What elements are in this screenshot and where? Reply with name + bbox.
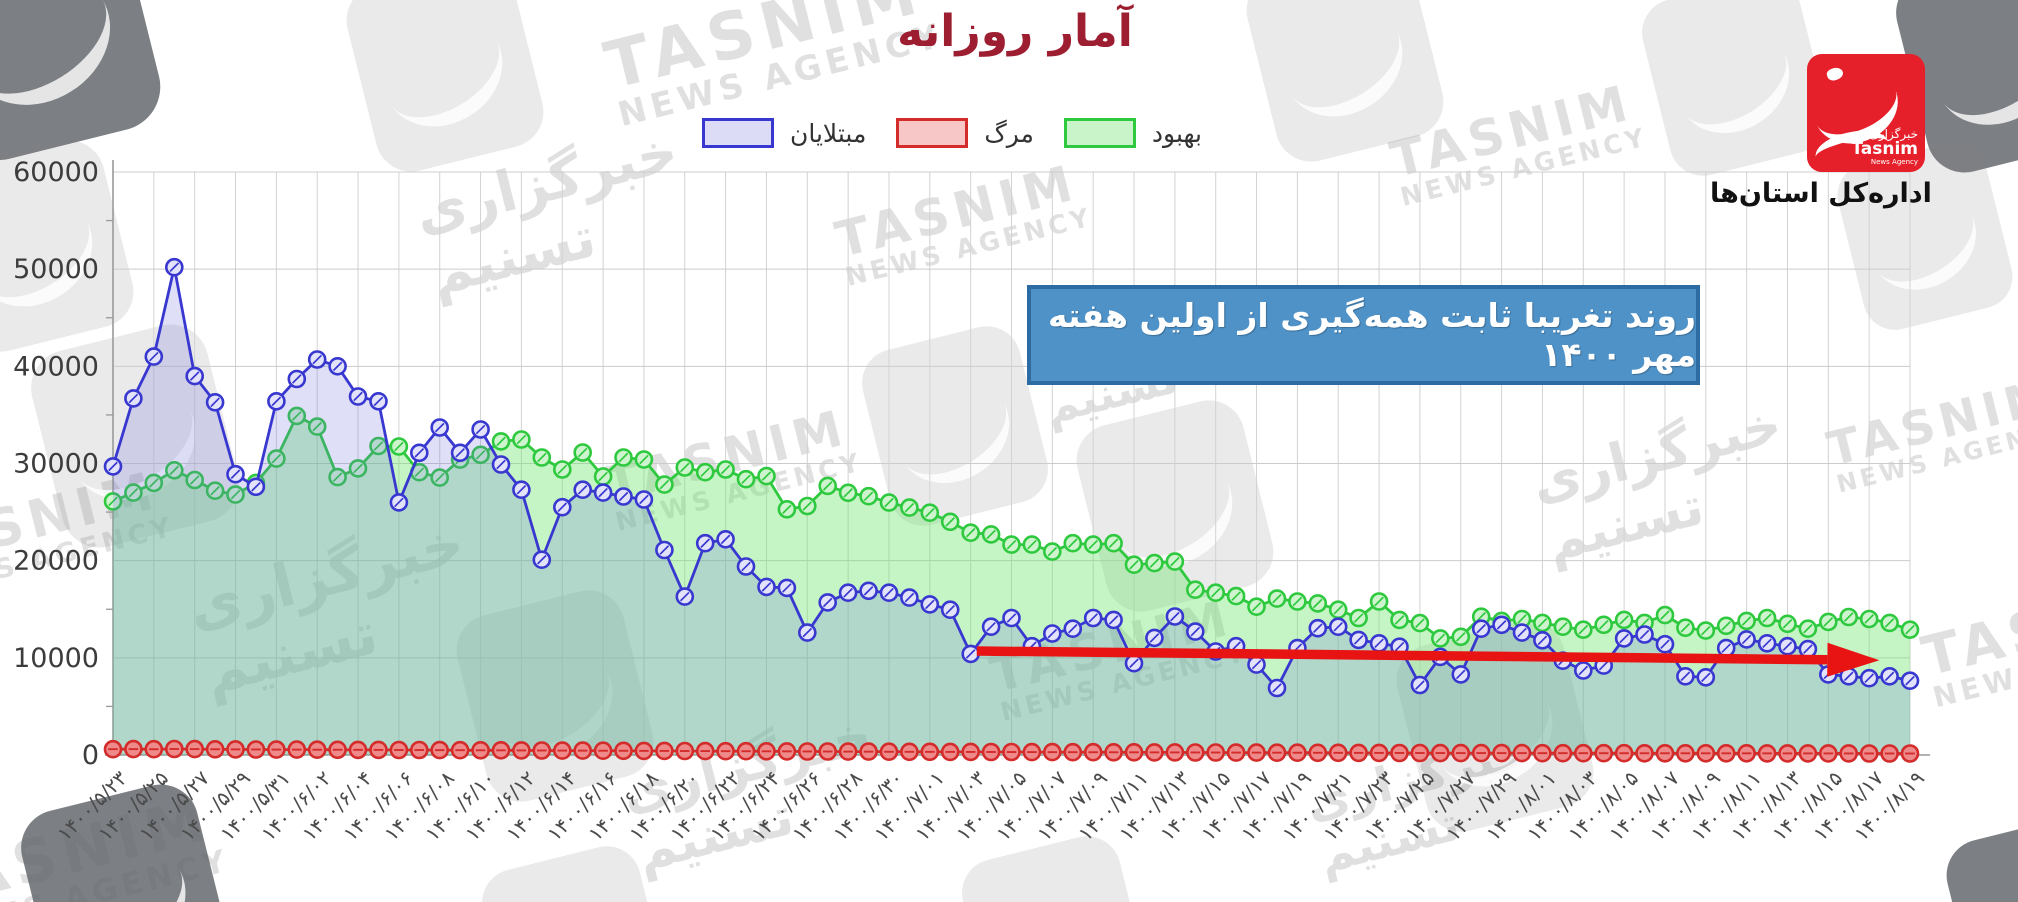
deaths-swatch bbox=[896, 118, 969, 148]
cases-swatch bbox=[702, 118, 774, 148]
legend-item-recovered: بهبود bbox=[1063, 118, 1202, 148]
chart-legend: مبتلایان مرگ بهبود bbox=[702, 118, 1202, 148]
y-tick-label: 0 bbox=[82, 740, 99, 771]
y-tick-label: 50000 bbox=[13, 254, 99, 285]
y-tick-label: 10000 bbox=[13, 643, 99, 674]
legend-item-cases: مبتلایان bbox=[702, 118, 866, 148]
legend-item-deaths: مرگ bbox=[896, 118, 1034, 148]
logo-text-fa: خبرگزاری bbox=[1869, 127, 1918, 142]
y-tick-label: 30000 bbox=[13, 449, 99, 480]
annotation-box: روند تغریبا ثابت همه‌گیری از اولین هفته … bbox=[1027, 285, 1700, 385]
annotation-text: روند تغریبا ثابت همه‌گیری از اولین هفته … bbox=[1047, 296, 1696, 374]
logo-text-sub: News Agency bbox=[1870, 157, 1918, 166]
y-tick-label: 20000 bbox=[13, 546, 99, 577]
y-tick-label: 40000 bbox=[13, 351, 99, 382]
legend-label-cases: مبتلایان bbox=[790, 118, 867, 148]
department-label: اداره‌کل استان‌ها bbox=[1710, 178, 1932, 209]
chart-title: آمار روزانه bbox=[897, 6, 1133, 57]
trend-arrow bbox=[976, 642, 1880, 677]
tasnim-logo: خبرگزاری Tasnim News Agency bbox=[1807, 54, 1925, 172]
series-2 bbox=[103, 739, 1920, 763]
y-axis-labels: 0 10000 20000 30000 40000 50000 60000 bbox=[13, 157, 99, 771]
legend-label-recovered: بهبود bbox=[1151, 118, 1202, 148]
logo-text: خبرگزاری Tasnim News Agency bbox=[1851, 128, 1918, 166]
legend-label-deaths: مرگ bbox=[984, 118, 1034, 148]
recovered-swatch bbox=[1063, 118, 1136, 148]
logo-text-en: Tasnim bbox=[1851, 138, 1918, 159]
y-tick-label: 60000 bbox=[13, 157, 99, 188]
